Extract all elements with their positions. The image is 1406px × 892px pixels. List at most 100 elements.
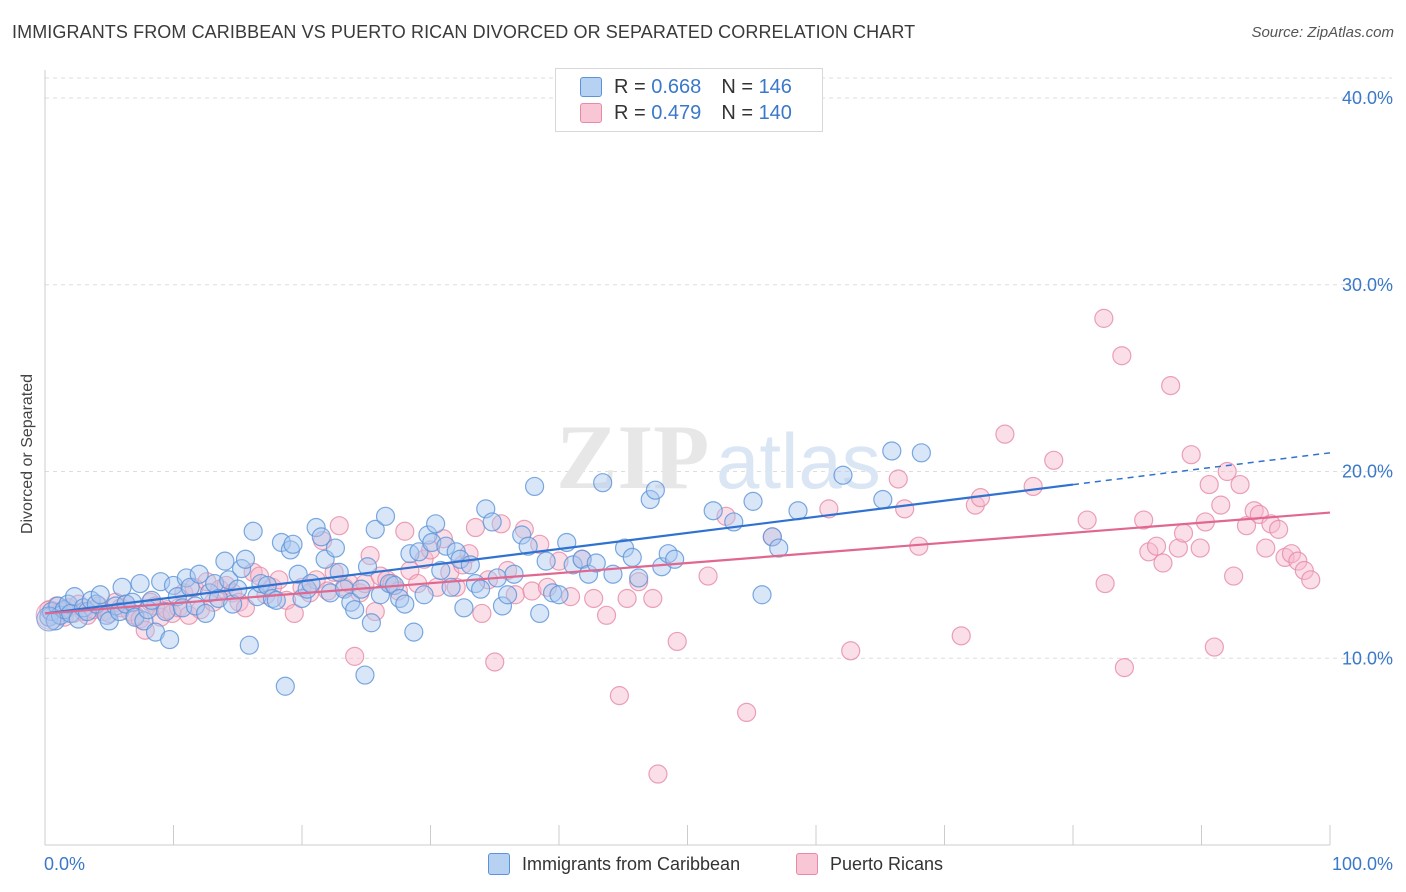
data-point bbox=[752, 585, 772, 605]
legend-n-label: N = bbox=[721, 75, 753, 98]
data-point bbox=[596, 605, 617, 625]
y-tick-label: 10.0% bbox=[1342, 648, 1393, 668]
trend-line-puerto-rican bbox=[44, 511, 1331, 615]
data-point bbox=[1023, 476, 1043, 497]
data-point bbox=[1236, 516, 1257, 536]
data-point bbox=[454, 598, 474, 618]
watermark-atlas: atlas bbox=[716, 417, 881, 505]
data-point bbox=[492, 596, 513, 616]
data-point bbox=[1217, 461, 1237, 482]
data-point bbox=[873, 489, 893, 510]
data-point bbox=[275, 676, 295, 696]
data-point bbox=[1301, 570, 1321, 590]
data-point bbox=[819, 499, 839, 519]
legend-swatch-pink bbox=[580, 103, 602, 123]
data-point bbox=[622, 547, 642, 568]
data-point bbox=[284, 603, 304, 624]
data-point bbox=[703, 501, 723, 521]
data-point bbox=[360, 545, 380, 566]
data-point bbox=[524, 476, 545, 497]
data-point bbox=[593, 473, 613, 493]
data-point bbox=[609, 686, 629, 706]
data-point bbox=[629, 568, 649, 588]
data-point bbox=[888, 469, 908, 489]
data-point bbox=[431, 560, 451, 581]
data-point bbox=[1168, 538, 1188, 558]
data-point bbox=[404, 622, 424, 642]
data-point bbox=[329, 562, 349, 582]
correlation-legend: R = 0.668 N = 146 R = 0.479 N = 140 bbox=[555, 68, 823, 132]
data-point bbox=[283, 534, 303, 554]
data-point bbox=[1288, 551, 1308, 571]
watermark-zip: ZIP bbox=[556, 406, 709, 508]
tick-labels: 10.0% 20.0% 30.0% 40.0% 0.0% 100.0% bbox=[44, 88, 1393, 874]
data-point bbox=[563, 555, 583, 575]
data-point bbox=[536, 551, 556, 571]
data-point bbox=[667, 631, 687, 652]
data-point bbox=[549, 585, 569, 605]
data-point bbox=[743, 491, 763, 511]
data-point bbox=[522, 581, 542, 601]
y-tick-label: 20.0% bbox=[1342, 462, 1393, 482]
data-point bbox=[189, 564, 209, 584]
data-point bbox=[395, 521, 415, 541]
data-point bbox=[1114, 657, 1135, 678]
bottom-legend-label: Immigrants from Caribbean bbox=[522, 853, 741, 874]
data-point bbox=[498, 585, 518, 605]
data-point bbox=[1294, 560, 1314, 581]
data-point bbox=[151, 572, 171, 592]
data-point bbox=[512, 525, 532, 545]
data-point bbox=[325, 538, 346, 558]
data-point bbox=[345, 600, 365, 620]
data-point bbox=[882, 441, 902, 461]
data-point bbox=[1281, 544, 1302, 564]
data-point bbox=[357, 557, 378, 577]
data-point bbox=[409, 542, 429, 562]
data-point bbox=[196, 603, 216, 624]
data-point bbox=[446, 577, 466, 597]
data-point bbox=[176, 568, 196, 588]
data-point bbox=[1181, 445, 1201, 465]
data-point bbox=[179, 605, 199, 625]
data-point bbox=[361, 613, 381, 633]
trend-lines bbox=[44, 452, 1331, 615]
data-point bbox=[243, 521, 263, 541]
data-point bbox=[345, 646, 365, 666]
data-point bbox=[1077, 510, 1097, 530]
data-point bbox=[951, 626, 971, 646]
data-point bbox=[1211, 495, 1231, 515]
data-point bbox=[36, 606, 62, 632]
data-point bbox=[355, 665, 375, 685]
trend-line-caribbean bbox=[44, 483, 1074, 615]
data-point bbox=[1146, 536, 1167, 556]
data-point bbox=[617, 588, 637, 609]
data-point bbox=[1153, 553, 1173, 573]
data-point bbox=[433, 529, 453, 549]
data-point bbox=[215, 551, 235, 571]
legend-n-label: N = bbox=[721, 101, 753, 124]
data-point bbox=[1173, 523, 1194, 543]
data-point bbox=[788, 501, 808, 521]
watermark: ZIP atlas bbox=[556, 406, 881, 508]
data-point bbox=[329, 516, 349, 536]
data-point bbox=[648, 764, 668, 784]
data-point bbox=[426, 514, 446, 534]
data-point bbox=[762, 527, 782, 547]
data-point bbox=[1134, 510, 1154, 530]
data-point bbox=[160, 629, 180, 650]
data-point bbox=[422, 532, 442, 553]
chart-title: IMMIGRANTS FROM CARIBBEAN VS PUERTO RICA… bbox=[12, 22, 916, 42]
legend-row-puerto-rican: R = 0.479 N = 140 bbox=[580, 100, 792, 126]
data-point bbox=[365, 519, 385, 539]
data-point bbox=[518, 536, 538, 556]
data-point bbox=[395, 594, 415, 614]
data-point bbox=[698, 566, 718, 586]
bottom-legend-swatch-pink bbox=[796, 853, 818, 875]
data-point bbox=[239, 635, 259, 655]
data-point bbox=[895, 499, 915, 519]
data-point bbox=[530, 603, 550, 624]
data-point bbox=[1268, 519, 1289, 539]
data-point bbox=[232, 559, 252, 579]
data-point bbox=[134, 611, 154, 631]
